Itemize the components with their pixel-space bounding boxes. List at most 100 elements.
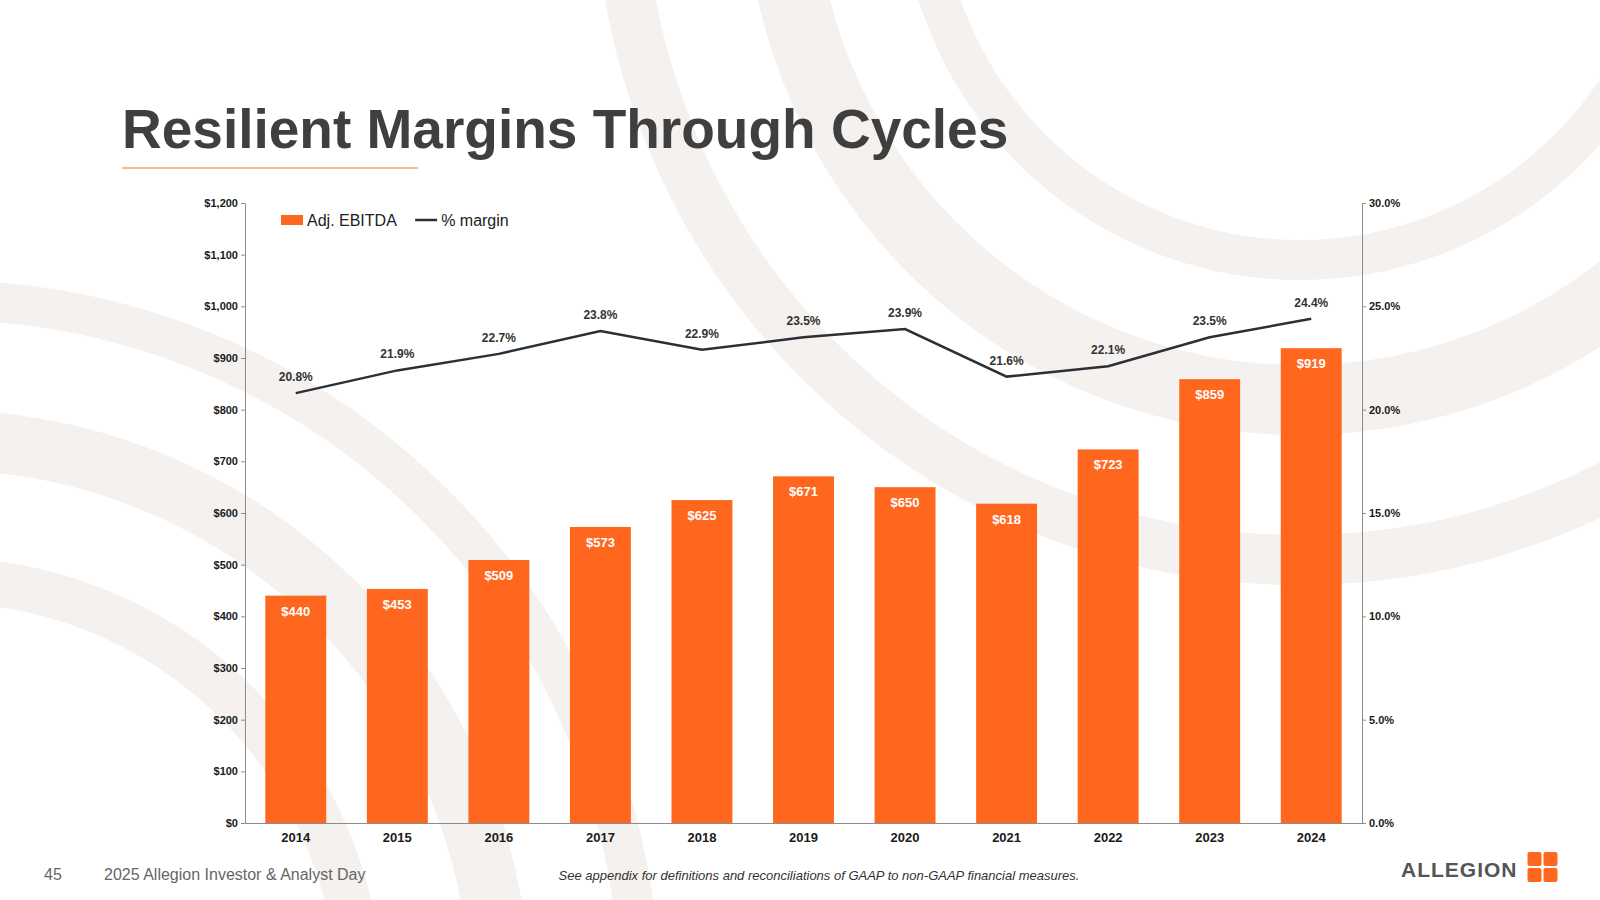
legend-item: Adj. EBITDA — [281, 212, 397, 229]
legend: Adj. EBITDA % margin — [281, 212, 509, 229]
tick-label: 20.0% — [1369, 404, 1400, 416]
tick-label: $600 — [214, 507, 238, 519]
tick-label: $400 — [214, 610, 238, 622]
bar — [367, 589, 428, 823]
legend-swatch — [415, 219, 437, 222]
axis-line — [245, 204, 246, 824]
tick-mark — [241, 203, 245, 204]
tick: $200 — [214, 714, 245, 726]
tick: $800 — [214, 404, 245, 416]
tick: $700 — [214, 455, 245, 467]
legend-label: % margin — [441, 212, 509, 229]
tick-mark — [1362, 823, 1366, 824]
line-label: 21.6% — [990, 354, 1024, 368]
tick: 10.0% — [1362, 610, 1400, 622]
logo-icon — [1528, 852, 1558, 882]
line-label: 22.7% — [482, 331, 516, 345]
line — [296, 319, 1311, 393]
bar-label: $618 — [992, 512, 1021, 527]
tick: 2018 — [687, 823, 716, 845]
line-label: 20.8% — [279, 370, 313, 384]
tick-label: 25.0% — [1369, 300, 1400, 312]
page: Resilient Margins Through Cycles$0$100$2… — [0, 0, 1600, 900]
note: See appendix for definitions and reconci… — [559, 868, 1080, 883]
bar — [468, 560, 529, 823]
tick-label: 2014 — [281, 830, 311, 845]
tick-label: $1,100 — [204, 249, 238, 261]
tick-label: $200 — [214, 714, 238, 726]
tick: 2020 — [891, 823, 920, 845]
page-number: 45 — [44, 866, 62, 883]
tick-label: 2023 — [1195, 830, 1224, 845]
tick: 2016 — [484, 823, 513, 845]
tick-mark — [241, 306, 245, 307]
tick: 0.0% — [1362, 817, 1394, 829]
tick: 2023 — [1195, 823, 1224, 845]
bar-label: $440 — [281, 604, 310, 619]
background-arcs — [0, 0, 1600, 900]
logo-square — [1528, 852, 1542, 866]
line-label: 21.9% — [380, 347, 414, 361]
tick-label: $800 — [214, 404, 238, 416]
plot-marks — [265, 319, 1341, 823]
footer: 2025 Allegion Investor & Analyst Day — [104, 866, 366, 883]
tick: 2024 — [1297, 823, 1327, 845]
line-label: 23.9% — [888, 306, 922, 320]
tick-label: $0 — [226, 817, 238, 829]
tick: 2022 — [1094, 823, 1123, 845]
tick: $500 — [214, 559, 245, 571]
tick-label: 2017 — [586, 830, 615, 845]
tick: $600 — [214, 507, 245, 519]
tick-mark — [241, 513, 245, 514]
legend-swatch — [281, 215, 303, 225]
tick: $900 — [214, 352, 245, 364]
bar-label: $671 — [789, 484, 818, 499]
tick: 25.0% — [1362, 300, 1400, 312]
bar — [875, 487, 936, 823]
y2-axis: 0.0% 5.0% 10.0% 15.0% 20.0% 25.0% 30.0% — [1362, 197, 1400, 829]
bar — [1179, 379, 1240, 823]
bar-label: $509 — [484, 568, 513, 583]
tick-label: $700 — [214, 455, 238, 467]
bar — [976, 504, 1037, 823]
arc — [0, 580, 360, 900]
data-labels: $440$453$509$573$625$671$650$618$723$859… — [279, 296, 1329, 619]
tick-label: 2022 — [1094, 830, 1123, 845]
tick: $1,000 — [204, 300, 245, 312]
tick: $100 — [214, 765, 245, 777]
tick-mark — [1362, 720, 1366, 721]
tick-label: 0.0% — [1369, 817, 1394, 829]
tick-label: $500 — [214, 559, 238, 571]
tick-label: 30.0% — [1369, 197, 1400, 209]
tick: 2019 — [789, 823, 818, 845]
tick: 2021 — [992, 823, 1021, 845]
line-label: 22.9% — [685, 327, 719, 341]
logo-square — [1528, 868, 1542, 882]
axis-line — [246, 823, 1363, 824]
tick: $1,100 — [204, 249, 245, 261]
bar-label: $625 — [687, 508, 716, 523]
tick-label: 2024 — [1297, 830, 1327, 845]
tick-label: $900 — [214, 352, 238, 364]
tick-label: 2018 — [687, 830, 716, 845]
x-axis: 2014201520162017201820192020202120222023… — [246, 823, 1363, 845]
logo-square — [1544, 852, 1558, 866]
tick-label: $1,000 — [204, 300, 238, 312]
tick-label: 2019 — [789, 830, 818, 845]
tick-label: 15.0% — [1369, 507, 1400, 519]
tick-mark — [241, 565, 245, 566]
arc — [0, 300, 640, 900]
legend-label: Adj. EBITDA — [307, 212, 397, 229]
line-label: 23.8% — [583, 308, 617, 322]
tick-mark — [241, 461, 245, 462]
legend-item: % margin — [415, 212, 509, 229]
tick: 20.0% — [1362, 404, 1400, 416]
tick-mark — [1362, 203, 1366, 204]
tick-label: $300 — [214, 662, 238, 674]
tick: 5.0% — [1362, 714, 1394, 726]
arc — [780, 0, 1600, 400]
tick-label: 5.0% — [1369, 714, 1394, 726]
bar — [1078, 449, 1139, 823]
title-underline — [122, 167, 418, 169]
tick-mark — [241, 720, 245, 721]
